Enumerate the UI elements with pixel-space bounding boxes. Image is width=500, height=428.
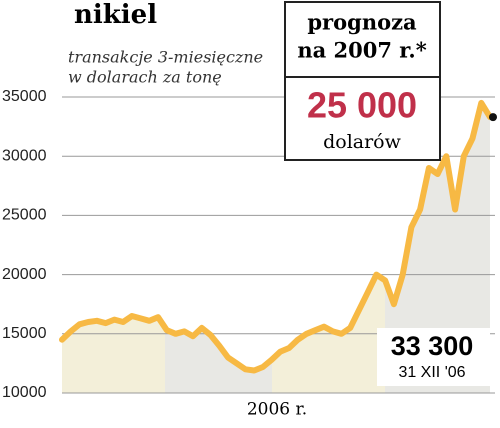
- forecast-value: 25 000: [307, 85, 417, 126]
- end-value: 33 300: [391, 331, 474, 361]
- forecast-unit: dolarów: [323, 131, 402, 153]
- y-tick-label: 15000: [2, 325, 47, 342]
- end-date: 31 XII '06: [398, 364, 465, 381]
- y-tick-label: 10000: [2, 384, 47, 401]
- band: [62, 102, 165, 393]
- y-tick-label: 25000: [2, 207, 47, 224]
- y-tick-label: 30000: [2, 147, 47, 164]
- chart-title: nikiel: [74, 0, 157, 30]
- x-axis-label: 2006 r.: [247, 400, 307, 420]
- forecast-box: prognoza na 2007 r.* 25 000 dolarów: [284, 1, 441, 161]
- box: [284, 1, 441, 161]
- y-tick-label: 20000: [2, 266, 47, 283]
- end-label: 33 300 31 XII '06: [377, 328, 490, 386]
- subtitle: w dolarach za tonę: [68, 68, 222, 87]
- subtitle: transakcje 3-miesięczne: [68, 48, 263, 67]
- y-tick-label: 35000: [2, 88, 47, 105]
- forecast-title: prognoza: [307, 10, 417, 35]
- end-point: [489, 113, 497, 122]
- label-box: [377, 328, 490, 386]
- forecast-title: na 2007 r.*: [297, 38, 426, 63]
- line: [59, 99, 493, 374]
